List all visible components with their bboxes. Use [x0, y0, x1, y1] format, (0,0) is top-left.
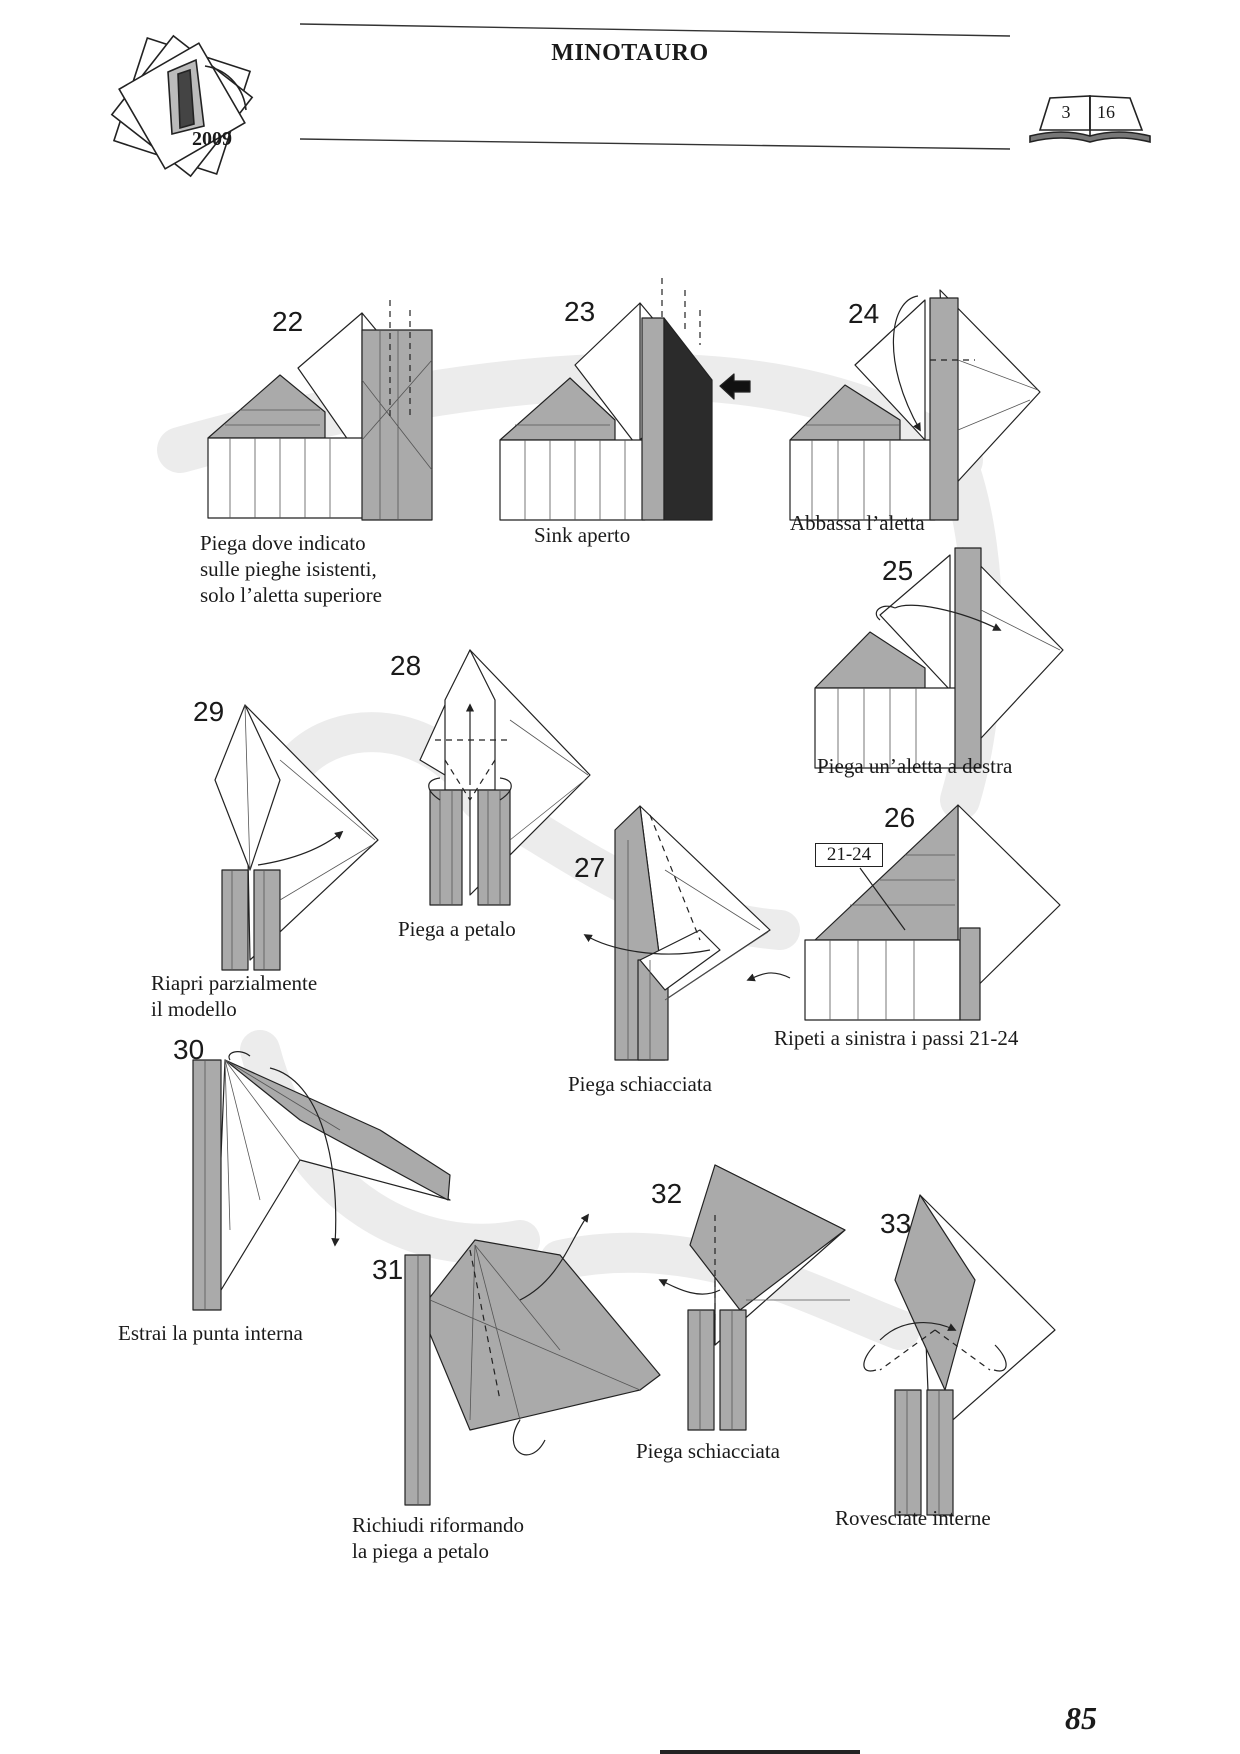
step-32-figure — [658, 1164, 850, 1431]
step-23-caption: Sink aperto — [534, 523, 631, 547]
step-33-figure — [863, 1194, 1056, 1516]
book-page-left: 3 — [1061, 102, 1071, 122]
book-icon — [1029, 95, 1151, 144]
logo-emblem — [110, 34, 254, 178]
step-30-caption: Estrai la punta interna — [118, 1321, 303, 1345]
step-32-caption: Piega schiacciata — [636, 1439, 781, 1463]
step-29-caption: Riapri parzialmente il modello — [151, 971, 318, 1021]
step-25-figure — [814, 547, 1064, 769]
step-number-22: 22 — [272, 306, 304, 337]
step-number-25: 25 — [882, 555, 914, 586]
step-number-30: 30 — [173, 1034, 205, 1065]
step-number-23: 23 — [564, 296, 596, 327]
step-33-caption: Rovesciate interne — [835, 1506, 991, 1530]
push-arrow-icon — [719, 373, 751, 400]
step-22-figure — [207, 300, 433, 521]
step-number-33: 33 — [880, 1208, 912, 1239]
step-number-27: 27 — [574, 852, 606, 883]
step-31-figure — [404, 1213, 661, 1506]
step-30-figure — [192, 1051, 451, 1311]
step-27-caption: Piega schiacciata — [568, 1072, 713, 1096]
step-27-figure — [583, 805, 771, 1061]
step-number-26: 26 — [884, 802, 916, 833]
step-number-24: 24 — [848, 298, 880, 329]
step-31-caption: Richiudi riformando la piega a petalo — [352, 1513, 525, 1563]
step-26-figure — [746, 804, 1061, 1021]
page-title: MINOTAURO — [551, 40, 709, 66]
step-22-caption: Piega dove indicato sulle pieghe isisten… — [200, 531, 382, 607]
step-23-figure — [499, 278, 751, 521]
step-24-caption: Abbassa l’aletta — [790, 511, 925, 535]
step-28-caption: Piega a petalo — [398, 917, 516, 941]
step-number-32: 32 — [651, 1178, 683, 1209]
step-number-28: 28 — [390, 650, 422, 681]
book-page-right: 16 — [1097, 102, 1115, 122]
step-29-figure — [214, 704, 379, 971]
logo-year: 2009 — [192, 128, 232, 150]
page-number: 85 — [1065, 1700, 1097, 1736]
step-26-reference-box: 21-24 — [815, 843, 883, 867]
step-25-caption: Piega un’aletta a destra — [817, 754, 1013, 778]
step-24-figure — [789, 289, 1041, 521]
step-number-31: 31 — [372, 1254, 404, 1285]
step-28-figure — [419, 649, 591, 906]
step-number-29: 29 — [193, 696, 225, 727]
step-26-caption: Ripeti a sinistra i passi 21-24 — [774, 1026, 1019, 1050]
header-rules — [299, 23, 1011, 150]
